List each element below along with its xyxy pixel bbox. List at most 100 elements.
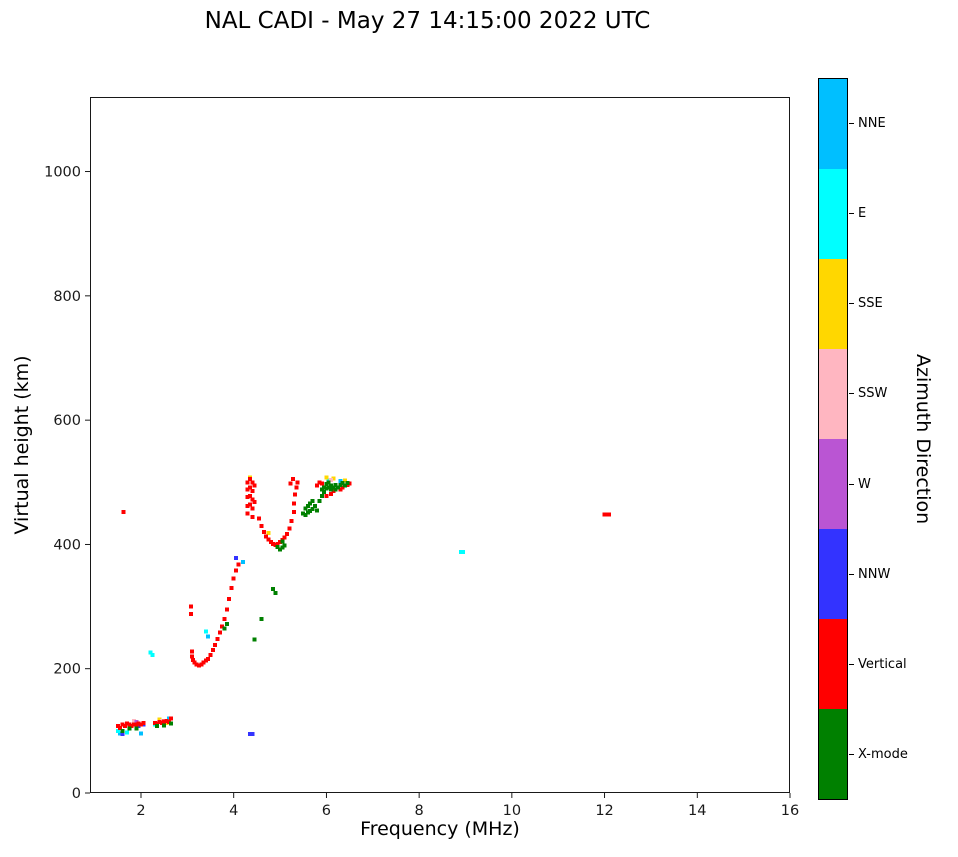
data-point-x-mode	[278, 547, 283, 552]
data-point-vertical	[289, 518, 294, 523]
data-point-x-mode	[319, 487, 324, 492]
data-point-e	[148, 650, 153, 655]
data-point-vertical	[152, 720, 157, 725]
data-point-vertical	[215, 636, 220, 641]
data-point-vertical	[257, 516, 262, 521]
data-point-vertical	[125, 721, 130, 726]
data-point-x-mode	[275, 544, 280, 549]
data-point-x-mode	[308, 508, 313, 513]
x-tick-label: 12	[595, 803, 613, 819]
data-point-vertical	[259, 523, 264, 528]
data-point-vertical	[166, 720, 171, 725]
data-point-vertical	[136, 721, 141, 726]
data-point-vertical	[122, 723, 127, 728]
data-point-nnw	[250, 731, 255, 736]
y-tick-label: 800	[53, 289, 81, 305]
data-point-sse	[266, 531, 271, 536]
chart-title: NAL CADI - May 27 14:15:00 2022 UTC	[204, 8, 651, 34]
data-point-vertical	[291, 501, 296, 506]
data-point-x-mode	[329, 483, 334, 488]
data-point-vertical	[132, 722, 137, 727]
colorbar-segment-e	[819, 169, 847, 259]
data-point-vertical	[250, 497, 255, 502]
data-point-nne	[240, 559, 245, 564]
data-point-x-mode	[336, 485, 341, 490]
data-point-vertical	[192, 660, 197, 665]
data-point-vertical	[250, 506, 255, 511]
data-point-vertical	[155, 721, 160, 726]
data-point-x-mode	[259, 617, 264, 621]
colorbar-label-w: W	[858, 476, 871, 492]
colorbar-row-sse: SSE	[849, 259, 908, 349]
ionogram-plot: 2 4 6 8 10 12 14 16 0 200 400 600 800 1000	[44, 97, 799, 819]
data-point-vertical	[331, 488, 336, 493]
data-point-x-mode	[329, 487, 334, 492]
data-point-x-mode	[324, 486, 329, 491]
colorbar-row-nnw: NNW	[849, 529, 908, 619]
data-point-x-mode	[120, 728, 125, 733]
data-point-vertical	[247, 477, 252, 482]
data-point-vertical	[190, 658, 195, 663]
data-point-nnw	[247, 731, 252, 736]
data-point-vertical	[121, 510, 126, 515]
data-point-vertical	[224, 607, 229, 612]
colorbar-tick	[849, 483, 854, 485]
colorbar	[818, 78, 848, 800]
x-tick-label: 6	[322, 803, 331, 819]
data-point-vertical	[288, 481, 293, 486]
data-point-x-mode	[331, 485, 336, 490]
x-tick-label: 10	[503, 803, 521, 819]
data-point-x-mode	[222, 626, 227, 631]
data-point-ssw	[329, 477, 334, 482]
data-point-vertical	[317, 480, 322, 485]
data-point-e	[150, 653, 155, 658]
y-tick-label: 400	[53, 537, 81, 553]
data-point-vertical	[115, 723, 120, 728]
data-point-vertical	[287, 526, 292, 531]
data-point-nnw	[234, 556, 239, 561]
data-point-vertical	[157, 720, 162, 725]
data-point-vertical	[220, 624, 225, 629]
data-point-x-mode	[155, 723, 160, 728]
data-point-x-mode	[345, 480, 350, 485]
data-point-x-mode	[315, 508, 320, 513]
data-point-vertical	[120, 722, 125, 727]
data-point-vertical	[236, 562, 241, 567]
data-point-sse	[331, 476, 336, 481]
data-point-vertical	[245, 495, 250, 500]
data-point-vertical	[340, 485, 345, 490]
data-point-sse	[342, 478, 347, 483]
data-point-vertical	[319, 481, 324, 486]
colorbar-tick	[849, 573, 854, 575]
data-point-x-mode	[322, 485, 327, 490]
data-point-vertical	[141, 720, 146, 725]
data-point-vertical	[602, 512, 607, 517]
data-point-x-mode	[280, 545, 285, 550]
data-point-vertical	[294, 485, 299, 490]
data-point-vertical	[245, 511, 250, 516]
colorbar-labels: NNE E SSE SSW W NNW Vertical X-mode	[849, 78, 908, 800]
data-point-x-mode	[134, 726, 139, 731]
data-point-vertical	[275, 541, 280, 546]
data-point-e	[125, 730, 130, 735]
data-point-vertical	[264, 534, 269, 539]
data-point-vertical	[607, 512, 612, 517]
data-point-x-mode	[324, 482, 329, 487]
y-tick-label: 1000	[44, 165, 81, 181]
colorbar-segment-ssw	[819, 349, 847, 439]
data-point-vertical	[222, 617, 227, 621]
data-point-x-mode	[342, 483, 347, 488]
colorbar-label-nne: NNE	[858, 115, 886, 131]
data-point-vertical	[291, 477, 296, 482]
colorbar-row-xmode: X-mode	[849, 710, 908, 800]
data-point-x-mode	[305, 503, 310, 508]
colorbar-segment-w	[819, 439, 847, 529]
data-point-x-mode	[338, 482, 343, 487]
data-point-e	[458, 549, 463, 554]
data-point-x-mode	[224, 621, 229, 626]
data-point-nne	[206, 634, 211, 639]
data-point-vertical	[324, 493, 329, 498]
data-point-vertical	[189, 604, 194, 609]
data-point-vertical	[347, 481, 352, 486]
